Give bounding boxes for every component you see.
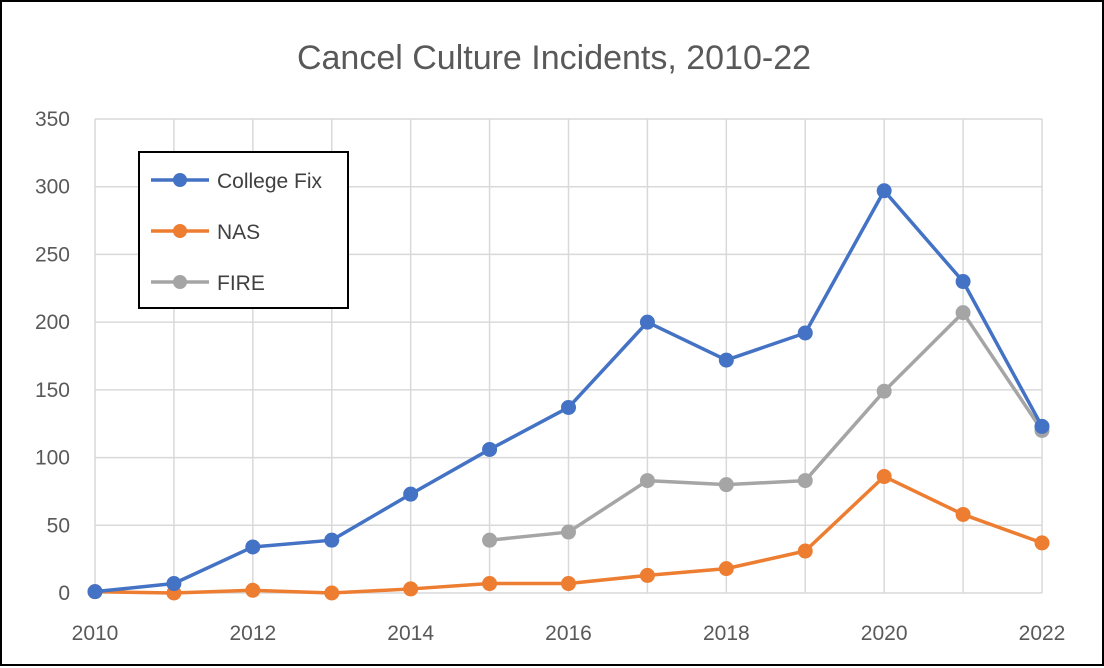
point-college-fix-2013: [324, 532, 340, 548]
y-tick-label-150: 150: [35, 379, 70, 402]
point-college-fix-2022: [1034, 418, 1050, 434]
legend-label-nas: NAS: [217, 221, 260, 244]
point-college-fix-2015: [482, 441, 498, 457]
x-tick-label-2018: 2018: [703, 622, 750, 645]
point-college-fix-2017: [639, 314, 655, 330]
point-college-fix-2020: [876, 183, 892, 199]
point-college-fix-2018: [718, 352, 734, 368]
point-nas-2017: [639, 567, 655, 583]
point-nas-2015: [482, 576, 498, 592]
point-fire-2017: [639, 473, 655, 489]
legend-label-fire: FIRE: [217, 272, 265, 295]
x-tick-label-2010: 2010: [72, 622, 119, 645]
point-college-fix-2014: [403, 486, 419, 502]
point-fire-2019: [797, 473, 813, 489]
legend-label-college-fix: College Fix: [217, 170, 323, 193]
point-nas-2016: [561, 576, 576, 592]
y-tick-label-250: 250: [35, 243, 70, 266]
legend: College Fix NAS FIRE: [138, 151, 349, 309]
x-tick-label-2014: 2014: [387, 622, 434, 645]
legend-item-nas: NAS: [151, 221, 260, 244]
point-fire-2021: [955, 305, 971, 321]
point-nas-2018: [718, 561, 734, 577]
point-college-fix-2021: [955, 274, 971, 290]
y-tick-label-100: 100: [35, 447, 70, 470]
legend-swatch-marker-nas: [173, 224, 187, 238]
point-fire-2018: [718, 477, 734, 493]
x-axis-ticks: 2010 2012 2014 2016 2018 2020 2022: [72, 622, 1066, 645]
point-college-fix-2012: [245, 539, 261, 555]
series-college-fix: [87, 183, 1050, 600]
point-fire-2015: [482, 532, 498, 548]
chart-title: Cancel Culture Incidents, 2010-22: [297, 39, 811, 77]
point-college-fix-2010: [87, 584, 103, 600]
point-college-fix-2019: [797, 325, 813, 341]
y-tick-label-350: 350: [35, 108, 70, 131]
y-tick-label-300: 300: [35, 176, 70, 199]
x-tick-label-2022: 2022: [1019, 622, 1066, 645]
point-nas-2020: [876, 469, 892, 485]
point-nas-2013: [324, 585, 340, 601]
point-nas-2021: [955, 506, 971, 522]
legend-item-college-fix: College Fix: [151, 170, 323, 193]
series-line-fire: [489, 310, 1044, 542]
legend-item-fire: FIRE: [151, 272, 265, 295]
x-tick-label-2020: 2020: [861, 622, 908, 645]
x-tick-label-2016: 2016: [545, 622, 592, 645]
y-axis-ticks: 0 50 100 150 200 250 300 350: [35, 108, 70, 605]
legend-swatch-marker-fire: [173, 275, 187, 289]
point-nas-2012: [245, 582, 261, 598]
point-college-fix-2016: [561, 399, 576, 415]
point-fire-2016: [561, 524, 576, 540]
point-fire-2020: [876, 383, 892, 399]
y-tick-label-200: 200: [35, 311, 70, 334]
series-group: [87, 183, 1050, 601]
y-tick-label-50: 50: [47, 514, 70, 537]
legend-swatch-marker-college-fix: [173, 173, 187, 187]
x-tick-label-2012: 2012: [229, 622, 276, 645]
point-nas-2014: [403, 581, 419, 597]
point-nas-2022: [1034, 535, 1050, 551]
point-college-fix-2011: [166, 576, 182, 592]
y-tick-label-0: 0: [58, 582, 70, 605]
point-nas-2019: [797, 543, 813, 559]
